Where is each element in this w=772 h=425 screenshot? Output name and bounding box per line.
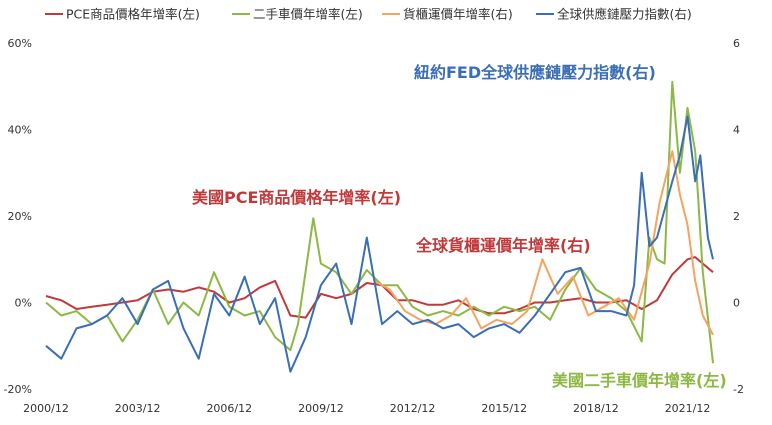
legend-label: 全球供應鏈壓力指數(右) <box>557 7 692 22</box>
left-tick-label: 20% <box>8 210 32 223</box>
x-tick-label: 2018/12 <box>573 402 619 415</box>
series-line <box>373 150 714 336</box>
series-line <box>45 80 714 364</box>
left-tick-label: 0% <box>15 297 32 310</box>
series-line <box>45 115 714 373</box>
x-tick-label: 2021/12 <box>665 402 711 415</box>
x-tick-label: 2009/12 <box>298 402 344 415</box>
x-tick-label: 2006/12 <box>206 402 252 415</box>
right-tick-label: 4 <box>733 124 740 137</box>
annotation-label: 美國二手車價年增率(左) <box>552 371 727 390</box>
left-tick-label: 60% <box>8 37 32 50</box>
legend-label: 貨櫃運價年增率(右) <box>403 7 513 22</box>
legend-label: PCE商品價格年增率(左) <box>66 7 200 22</box>
x-tick-label: 2003/12 <box>115 402 161 415</box>
right-y-axis: 6 4 2 0 -2 <box>733 37 744 396</box>
right-tick-label: 6 <box>733 37 740 50</box>
series-line <box>45 256 714 319</box>
annotation-label: 美國PCE商品價格年增率(左) <box>192 188 401 207</box>
right-tick-label: 2 <box>733 210 740 223</box>
chart-legend: PCE商品價格年增率(左) 二手車價年增率(左) 貨櫃運價年增率(右) 全球供應鏈壓力… <box>45 7 692 22</box>
left-y-axis: 60% 40% 20% 0% -20% <box>4 37 32 396</box>
chart-annotations: 紐約FED全球供應鏈壓力指數(右) 美國PCE商品價格年增率(左) 全球貨櫃運價年增… <box>192 63 727 390</box>
annotation-label: 紐約FED全球供應鏈壓力指數(右) <box>414 63 656 82</box>
x-axis: 2000/12 2003/12 2006/12 2009/12 2012/12 2015/… <box>23 402 710 415</box>
annotation-label: 全球貨櫃運價年增率(右) <box>415 236 591 255</box>
chart-series <box>45 80 714 373</box>
x-tick-label: 2000/12 <box>23 402 69 415</box>
left-tick-label: 40% <box>8 124 32 137</box>
legend-label: 二手車價年增率(左) <box>253 7 363 22</box>
right-tick-label: -2 <box>733 383 744 396</box>
left-tick-label: -20% <box>4 383 32 396</box>
x-tick-label: 2015/12 <box>481 402 527 415</box>
right-tick-label: 0 <box>733 297 740 310</box>
x-tick-label: 2012/12 <box>390 402 436 415</box>
